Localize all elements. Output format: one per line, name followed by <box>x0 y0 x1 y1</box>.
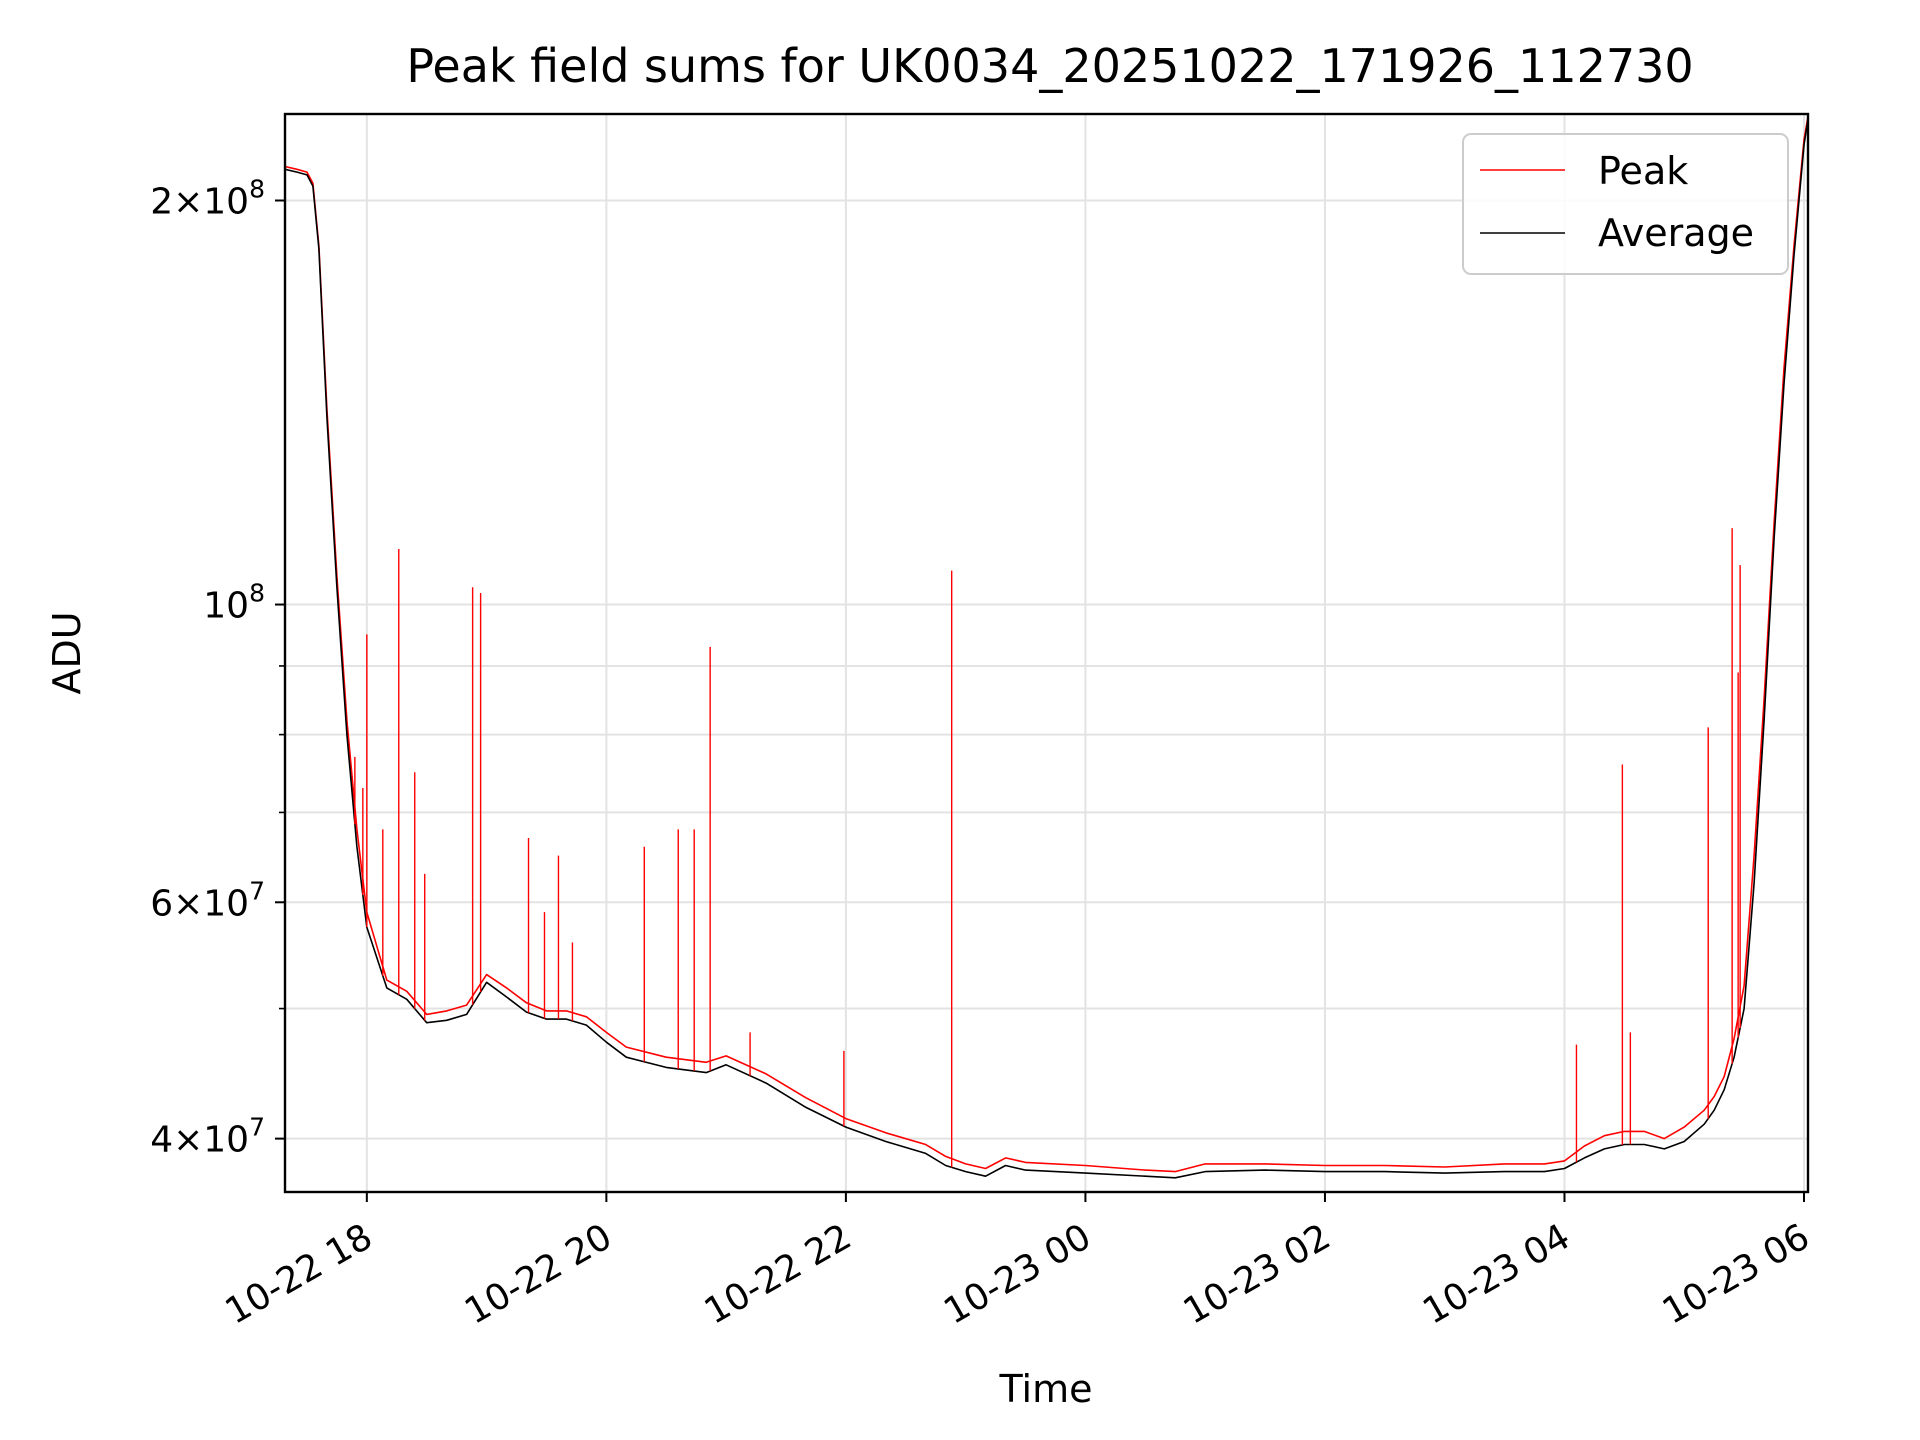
y-tick-label: 4×107 <box>150 1113 265 1161</box>
legend-label-average: Average <box>1598 211 1754 255</box>
y-tick-label: 2×108 <box>150 175 265 223</box>
x-axis-label: Time <box>999 1367 1093 1411</box>
y-tick-label: 108 <box>203 579 265 627</box>
y-axis-label: ADU <box>45 611 89 694</box>
legend-label-peak: Peak <box>1598 149 1688 193</box>
y-tick-label: 6×107 <box>150 876 265 924</box>
chart-title: Peak field sums for UK0034_20251022_1719… <box>406 39 1693 93</box>
legend: Peak Average <box>1462 133 1789 275</box>
plot-background <box>285 114 1808 1192</box>
y-axis: 4×107 6×107 108 2×108 <box>150 175 285 1161</box>
legend-box <box>1462 133 1789 275</box>
series-layer <box>284 116 1809 1179</box>
plot-frame <box>283 112 1810 1194</box>
series-average-line <box>284 118 1809 1179</box>
plot-area <box>283 112 1810 1194</box>
